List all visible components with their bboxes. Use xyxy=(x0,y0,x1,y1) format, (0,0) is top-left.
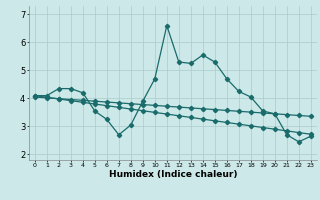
X-axis label: Humidex (Indice chaleur): Humidex (Indice chaleur) xyxy=(108,170,237,179)
